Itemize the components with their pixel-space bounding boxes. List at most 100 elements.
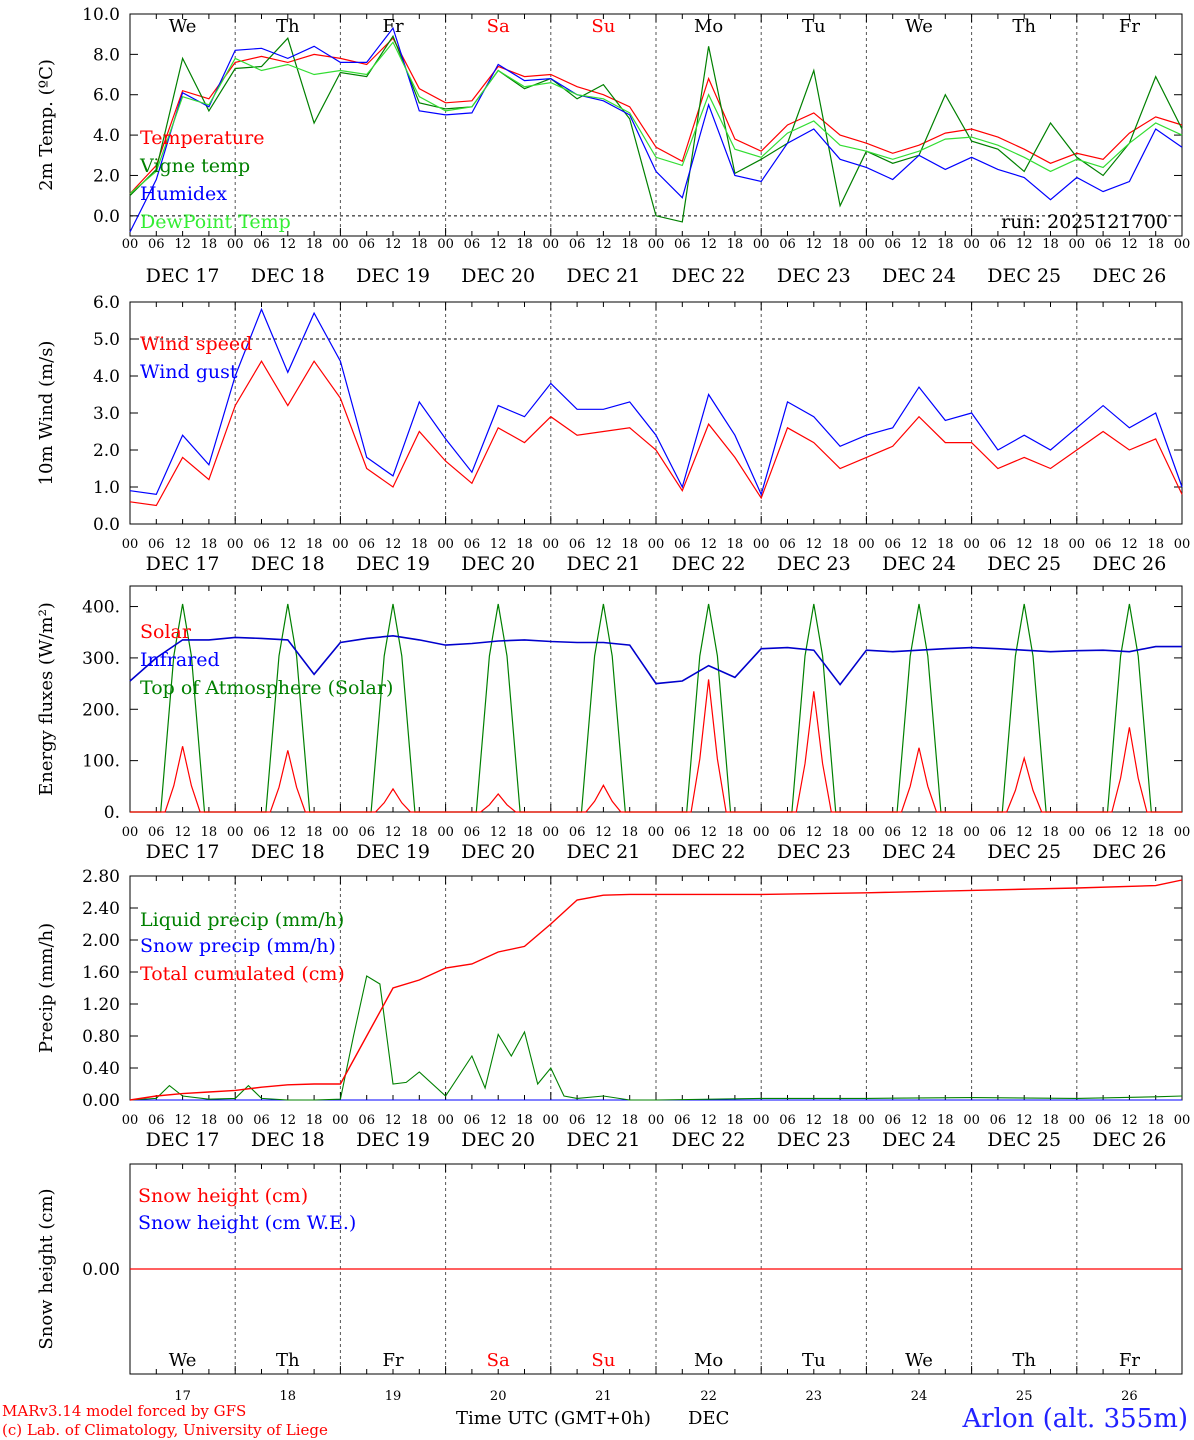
day-label: Tu xyxy=(802,1350,826,1371)
y-tick-label: 400. xyxy=(82,598,120,618)
x-hour-label: 00 xyxy=(437,1113,454,1128)
y-axis-label: Snow height (cm) xyxy=(36,1188,57,1349)
y-tick-label: 1.60 xyxy=(82,963,120,983)
day-label: Th xyxy=(1012,16,1036,37)
day-label: Th xyxy=(276,16,300,37)
day-number: 18 xyxy=(280,1389,297,1404)
y-tick-label: 5.0 xyxy=(93,330,120,350)
x-hour-label: 12 xyxy=(1121,825,1138,840)
x-date-label: DEC 18 xyxy=(251,1129,325,1151)
x-date-label: DEC 19 xyxy=(356,265,430,287)
x-hour-label: 18 xyxy=(411,825,428,840)
y-tick-label: 2.40 xyxy=(82,899,120,919)
x-hour-label: 18 xyxy=(411,537,428,552)
x-date-label: DEC 17 xyxy=(146,841,220,863)
series-line-solar xyxy=(130,679,1182,813)
x-hour-label: 12 xyxy=(280,537,297,552)
x-hour-label: 18 xyxy=(516,825,533,840)
x-hour-label: 06 xyxy=(464,537,481,552)
day-label: We xyxy=(905,1350,933,1371)
x-hour-label: 06 xyxy=(253,825,270,840)
x-hour-label: 12 xyxy=(806,537,823,552)
x-hour-label: 12 xyxy=(806,237,823,252)
y-tick-label: 0. xyxy=(104,803,120,823)
x-hour-label: 18 xyxy=(727,237,744,252)
x-hour-label: 00 xyxy=(753,237,770,252)
y-tick-label: 2.80 xyxy=(82,867,120,887)
x-hour-label: 18 xyxy=(411,237,428,252)
x-hour-label: 06 xyxy=(884,237,901,252)
x-hour-label: 00 xyxy=(332,537,349,552)
legend-entry: Top of Atmosphere (Solar) xyxy=(140,677,393,699)
x-date-label: DEC 22 xyxy=(672,1129,746,1151)
x-hour-label: 00 xyxy=(543,825,560,840)
x-hour-label: 18 xyxy=(201,825,218,840)
x-hour-label: 12 xyxy=(174,825,191,840)
legend-entry: Vigne temp xyxy=(139,155,250,177)
series-line-dewpoint-temp xyxy=(129,41,1183,195)
x-hour-label: 06 xyxy=(779,537,796,552)
day-number: 25 xyxy=(1016,1389,1033,1404)
y-tick-label: 0.00 xyxy=(82,1091,120,1111)
x-hour-label: 12 xyxy=(490,237,507,252)
x-hour-label: 18 xyxy=(727,825,744,840)
y-tick-label: 2.0 xyxy=(93,166,120,186)
x-hour-label: 12 xyxy=(700,237,717,252)
series-line-vigne-temp xyxy=(129,34,1183,223)
x-hour-label: 12 xyxy=(280,237,297,252)
x-date-label: DEC 20 xyxy=(461,265,535,287)
x-date-label: DEC 18 xyxy=(251,841,325,863)
model-credit: MARv3.14 model forced by GFS xyxy=(2,1402,246,1420)
x-hour-label: 12 xyxy=(806,1113,823,1128)
x-hour-label: 06 xyxy=(148,825,165,840)
x-date-label: DEC 22 xyxy=(672,265,746,287)
x-hour-label: 18 xyxy=(832,825,849,840)
snow-height-panel: 0.00 Snow height (cm) We 17 Th 18 Fr 19 Sa 20 Su 21… xyxy=(36,1163,1183,1404)
x-hour-label: 06 xyxy=(1095,825,1112,840)
legend-entry: DewPoint Temp xyxy=(140,211,291,233)
y-tick-label: 10.0 xyxy=(82,5,120,25)
y-tick-label: 1.20 xyxy=(82,995,120,1015)
day-number: 20 xyxy=(490,1389,507,1404)
x-hour-label: 12 xyxy=(911,825,928,840)
run-annotation: run: 2025121700 xyxy=(1001,211,1168,233)
x-date-label: DEC 18 xyxy=(251,265,325,287)
x-hour-label: 12 xyxy=(911,237,928,252)
x-date-label: DEC 25 xyxy=(987,553,1061,575)
y-axis-label: Energy fluxes (W/m²) xyxy=(36,602,57,796)
x-date-label: DEC 18 xyxy=(251,553,325,575)
y-axis-label: 10m Wind (m/s) xyxy=(36,341,57,486)
legend-entry: Wind speed xyxy=(140,333,252,355)
x-hour-label: 18 xyxy=(1042,825,1059,840)
x-date-label: DEC 20 xyxy=(461,1129,535,1151)
x-date-label: DEC 24 xyxy=(882,265,956,287)
y-tick-label: 2.00 xyxy=(82,931,120,951)
x-hour-label: 00 xyxy=(1174,237,1191,252)
x-hour-label: 06 xyxy=(358,537,375,552)
day-label: We xyxy=(905,16,933,37)
day-number: 19 xyxy=(385,1389,402,1404)
x-hour-label: 06 xyxy=(990,237,1007,252)
x-date-label: DEC 17 xyxy=(146,1129,220,1151)
x-hour-label: 00 xyxy=(227,237,244,252)
legend-entry: Solar xyxy=(140,621,192,643)
y-tick-label: 6.0 xyxy=(93,86,120,106)
x-hour-label: 00 xyxy=(332,825,349,840)
x-hour-label: 12 xyxy=(385,1113,402,1128)
x-date-label: DEC 22 xyxy=(672,553,746,575)
x-hour-label: 12 xyxy=(174,537,191,552)
y-tick-label: 200. xyxy=(82,700,120,720)
x-date-label: DEC 23 xyxy=(777,553,851,575)
x-hour-label: 18 xyxy=(937,237,954,252)
x-hour-label: 12 xyxy=(280,825,297,840)
x-hour-label: 18 xyxy=(306,537,323,552)
x-hour-label: 00 xyxy=(543,1113,560,1128)
day-label: Fr xyxy=(382,1350,403,1371)
x-date-label: DEC 21 xyxy=(566,553,640,575)
x-hour-label: 18 xyxy=(727,537,744,552)
x-hour-label: 12 xyxy=(385,537,402,552)
x-hour-label: 00 xyxy=(332,237,349,252)
legend-entry: Infrared xyxy=(140,649,220,671)
legend-entry: Snow height (cm) xyxy=(138,1185,308,1207)
day-number: 23 xyxy=(806,1389,823,1404)
